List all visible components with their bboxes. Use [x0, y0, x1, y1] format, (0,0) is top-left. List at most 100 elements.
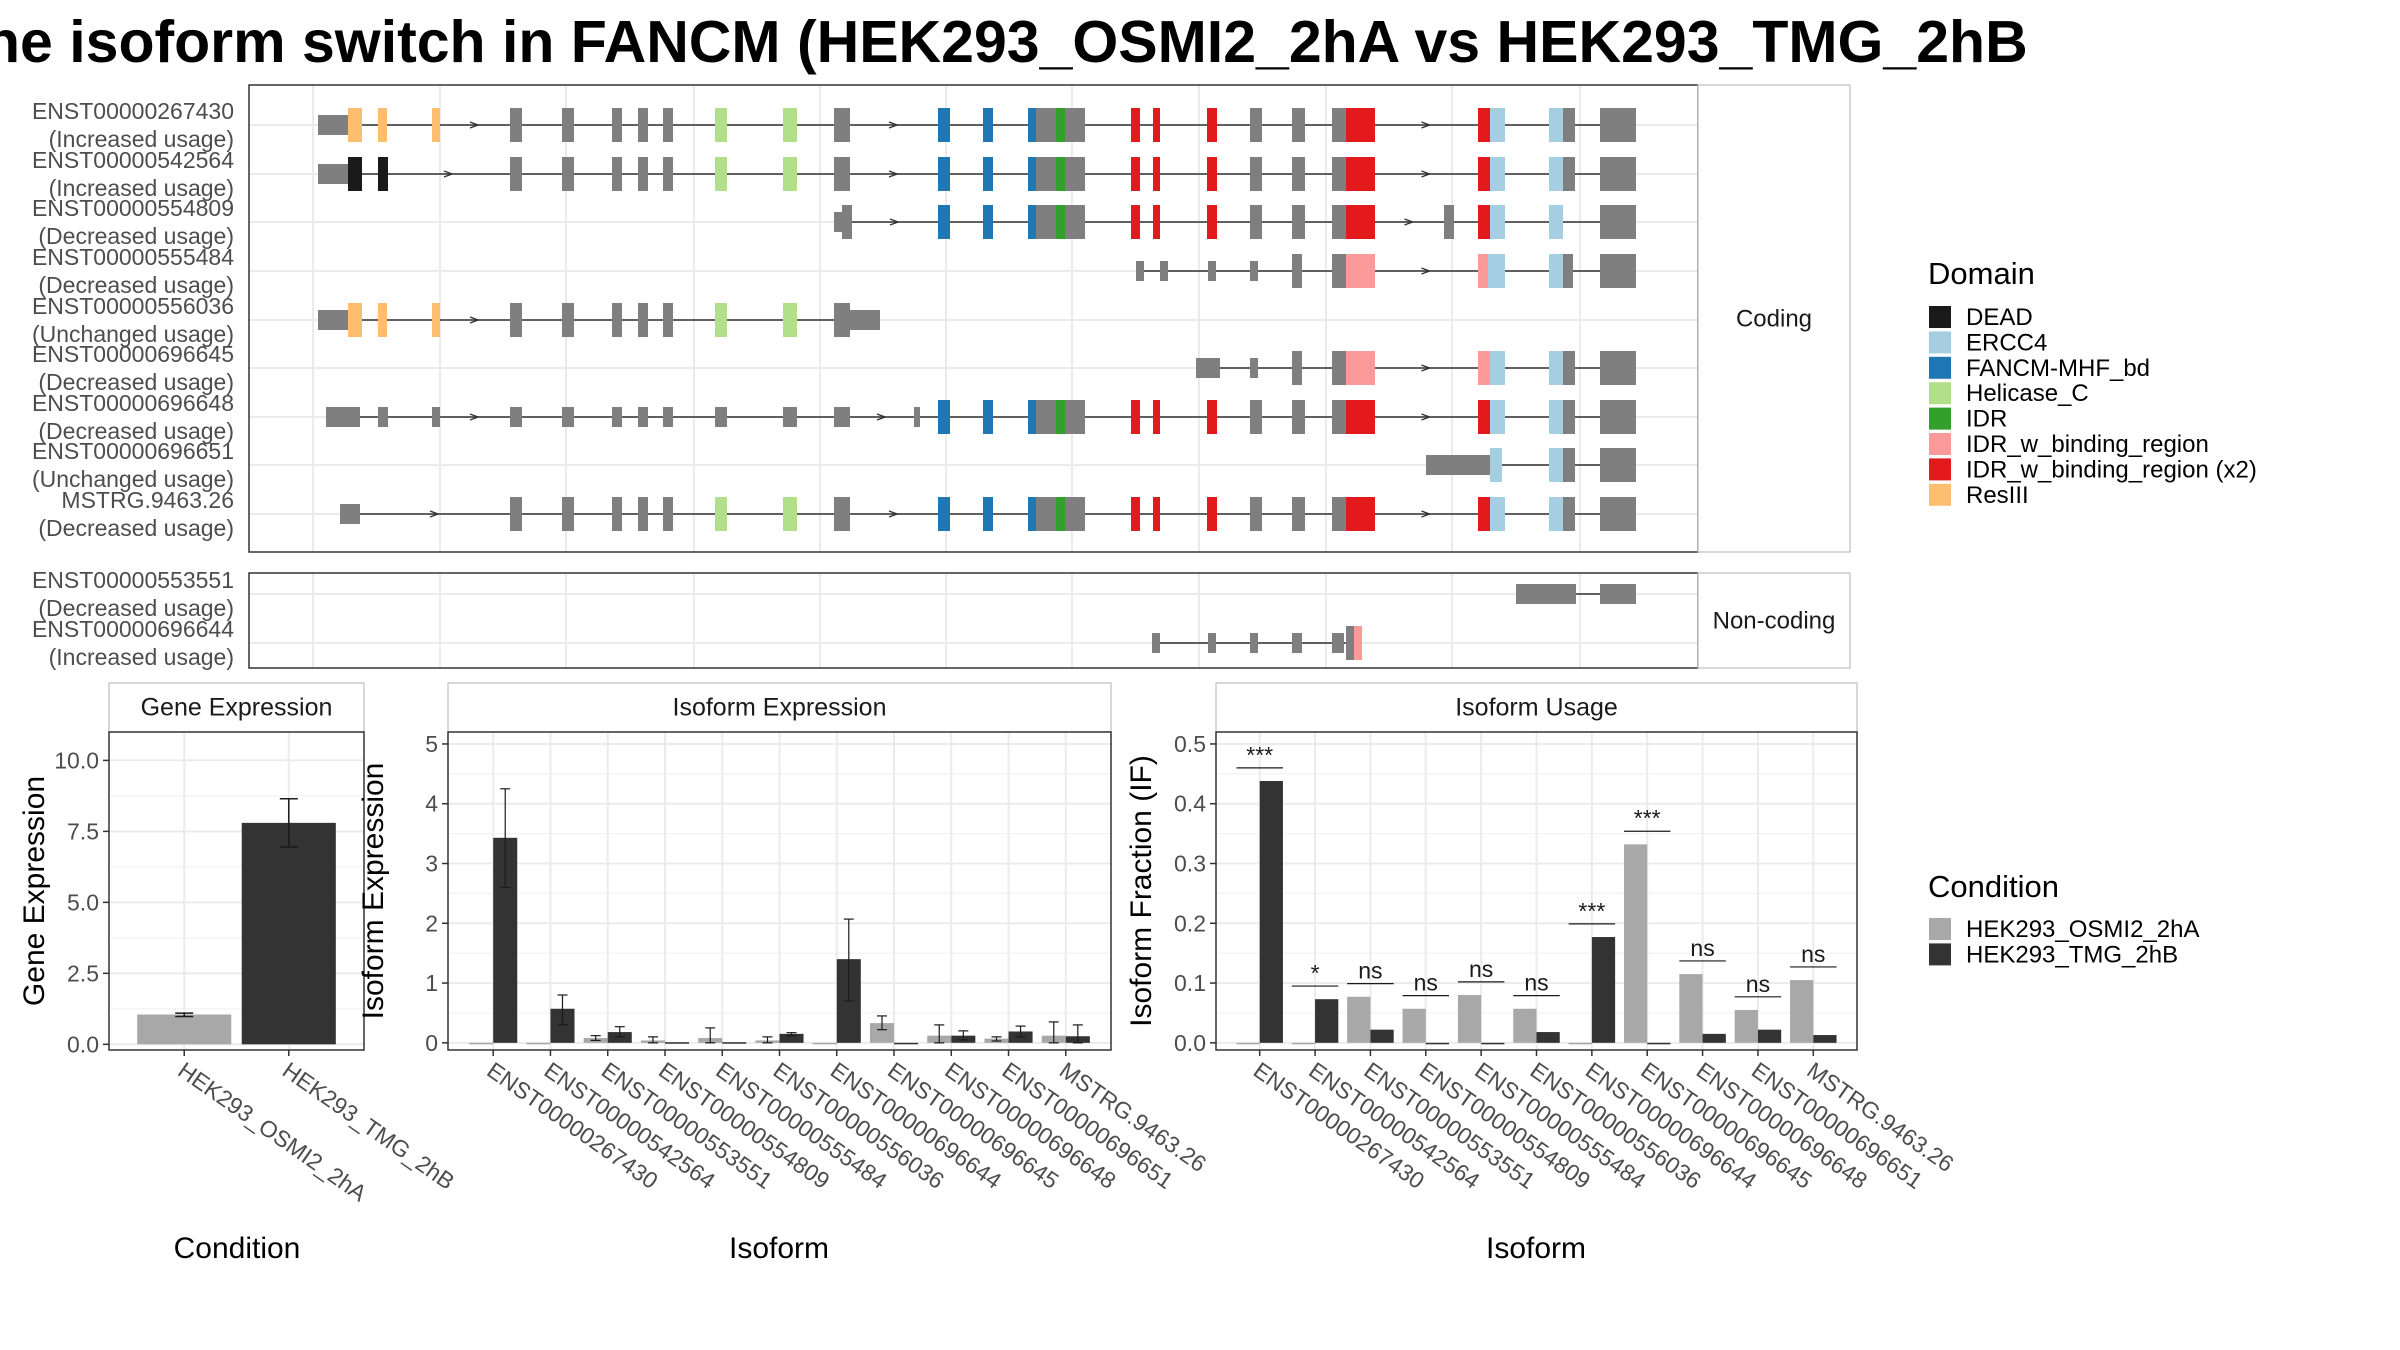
coding-exon — [1332, 400, 1346, 434]
figure-title: he isoform switch in FANCM (HEK293_OSMI2… — [0, 9, 2028, 75]
coding-exon — [638, 157, 648, 191]
domain-exon — [1028, 108, 1036, 142]
utr-exon — [1160, 261, 1168, 281]
domain-exon — [1153, 497, 1160, 531]
utr-exon — [715, 407, 727, 427]
significance-label: ns — [1524, 970, 1548, 996]
coding-exon — [1332, 205, 1346, 239]
bar — [1291, 1042, 1316, 1045]
coding-row-label-id: ENST00000555484 — [32, 244, 234, 270]
domain-exon — [1549, 497, 1563, 531]
domain-exon — [1346, 108, 1375, 142]
domain-exon — [983, 400, 993, 434]
domain-exon — [783, 303, 797, 337]
y-tick-label: 0.2 — [1174, 910, 1206, 936]
coding-row-label-usage: (Increased usage) — [49, 126, 234, 152]
utr-exon — [326, 407, 360, 427]
domain-exon — [783, 108, 797, 142]
utr-exon — [1332, 633, 1344, 653]
bar — [869, 1023, 895, 1043]
gene-expression-strip-title: Gene Expression — [141, 694, 333, 722]
bar — [1757, 1029, 1782, 1043]
domain-legend-swatch — [1929, 458, 1951, 481]
domain-legend-label: DEAD — [1966, 304, 2033, 331]
domain-exon — [1549, 448, 1563, 482]
x-tick-label: HEK293_OSMI2_2hA — [173, 1057, 372, 1207]
direction-arrow — [889, 218, 900, 226]
condition-legend-swatch — [1929, 943, 1951, 966]
utr-exon — [1250, 358, 1258, 378]
coding-exon — [1065, 497, 1085, 531]
coding-exon — [1600, 497, 1636, 531]
gene-expression-border — [108, 731, 365, 1051]
domain-exon — [1131, 157, 1140, 191]
bar — [1259, 781, 1283, 1043]
utr-exon — [834, 212, 842, 232]
direction-arrow — [1421, 267, 1432, 275]
coding-exon — [510, 303, 522, 337]
coding-exon — [663, 303, 673, 337]
direction-arrow — [1421, 364, 1432, 372]
utr-exon — [378, 407, 388, 427]
direction-arrow — [876, 413, 887, 421]
domain-exon — [1131, 205, 1140, 239]
coding-exon — [834, 497, 850, 531]
coding-row-label-id: ENST00000267430 — [32, 98, 234, 124]
domain-exon — [1056, 497, 1065, 531]
bar — [1402, 1008, 1426, 1043]
domain-exon — [378, 157, 388, 191]
bar-chart-panels: Gene Expression0.02.55.07.510.0HEK293_OS… — [18, 682, 1959, 1265]
bar — [1702, 1033, 1726, 1043]
significance-label: ns — [1690, 935, 1714, 961]
coding-row-label-usage: (Decreased usage) — [38, 369, 234, 395]
domain-legend-swatch — [1929, 433, 1951, 455]
coding-exon — [834, 157, 850, 191]
direction-arrow — [1404, 218, 1415, 226]
coding-exon — [612, 157, 622, 191]
bar — [722, 1042, 747, 1044]
bar — [1790, 980, 1814, 1043]
utr-exon — [1136, 261, 1144, 281]
domain-exon — [1056, 157, 1065, 191]
condition-legend-title: Condition — [1928, 869, 2059, 904]
domain-exon — [1056, 205, 1065, 239]
y-tick-label: 0.4 — [1174, 791, 1206, 817]
domain-exon — [1346, 351, 1375, 385]
domain-exon — [783, 157, 797, 191]
coding-exon — [842, 205, 852, 239]
bar — [1813, 1035, 1837, 1043]
coding-exon — [1332, 351, 1346, 385]
gene-expression-chart: Gene Expression 0.0 2.5 5.0 7.5 10.0 HEK293_OS… — [18, 682, 459, 1265]
utr-exon — [1250, 261, 1258, 281]
coding-row-label-usage: (Unchanged usage) — [32, 466, 234, 492]
coding-exon — [612, 108, 622, 142]
utr-exon — [783, 407, 797, 427]
coding-exon — [1292, 108, 1305, 142]
coding-exon — [612, 303, 622, 337]
y-tick-label: 2.5 — [67, 960, 99, 986]
noncoding-row-label-id: ENST00000696644 — [32, 616, 234, 642]
utr-exon — [834, 407, 850, 427]
bar — [1425, 1042, 1450, 1045]
domain-exon — [1207, 497, 1217, 531]
domain-exon — [1028, 497, 1036, 531]
domain-legend-swatch — [1929, 356, 1951, 379]
y-tick-label: 0.0 — [1174, 1030, 1206, 1056]
coding-exon — [1332, 157, 1346, 191]
coding-exon — [1444, 205, 1454, 239]
bar — [1513, 1008, 1537, 1043]
domain-legend-label: ERCC4 — [1966, 329, 2047, 356]
domain-exon — [1207, 157, 1217, 191]
coding-row-label-usage: (Increased usage) — [49, 175, 234, 201]
coding-exon — [562, 108, 574, 142]
y-tick-label: 0.0 — [67, 1031, 99, 1057]
utr-exon — [1196, 358, 1220, 378]
coding-exon — [1292, 205, 1305, 239]
domain-exon — [348, 157, 362, 191]
coding-panel-strip-label: Coding — [1736, 306, 1812, 333]
domain-legend-title: Domain — [1928, 256, 2035, 291]
domain-legend-swatch — [1929, 331, 1951, 354]
utr-exon — [1556, 584, 1576, 604]
